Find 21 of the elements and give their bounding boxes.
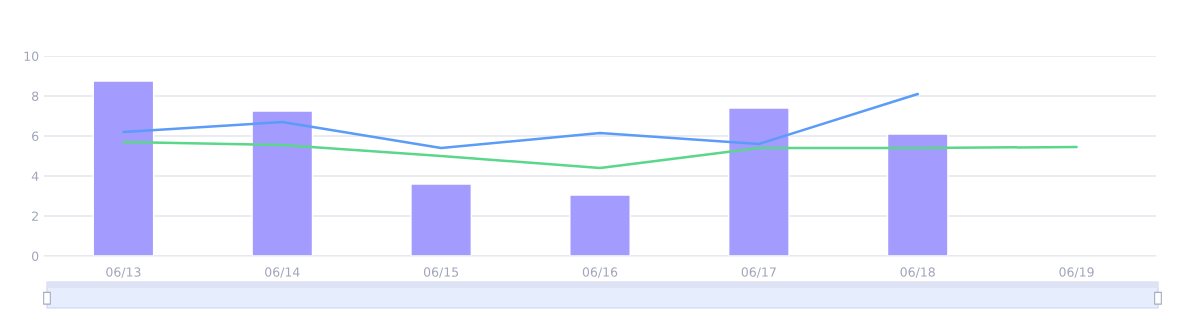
x-tick-label: 06/14 [265, 267, 300, 278]
x-tick-label: 06/19 [1059, 267, 1094, 278]
y-tick-label: 8 [32, 91, 39, 101]
line-series [122, 92, 919, 150]
bar [410, 183, 473, 256]
bar [569, 194, 631, 256]
x-tick-label: 06/15 [423, 267, 459, 278]
y-tick-label: 6 [32, 131, 39, 141]
y-tick-label: 10 [24, 51, 39, 61]
bar [92, 80, 155, 256]
x-tick-label: 06/17 [741, 267, 776, 278]
bar [886, 133, 949, 256]
bar [727, 107, 790, 256]
line-series [122, 140, 1078, 170]
bar [251, 110, 314, 256]
y-tick-label: 2 [32, 211, 38, 221]
x-tick-label: 06/16 [582, 267, 618, 278]
x-tick-label: 06/13 [106, 267, 141, 278]
y-tick-label: 0 [32, 251, 39, 261]
x-tick-label: 06/18 [900, 267, 935, 278]
y-tick-label: 4 [31, 171, 39, 181]
